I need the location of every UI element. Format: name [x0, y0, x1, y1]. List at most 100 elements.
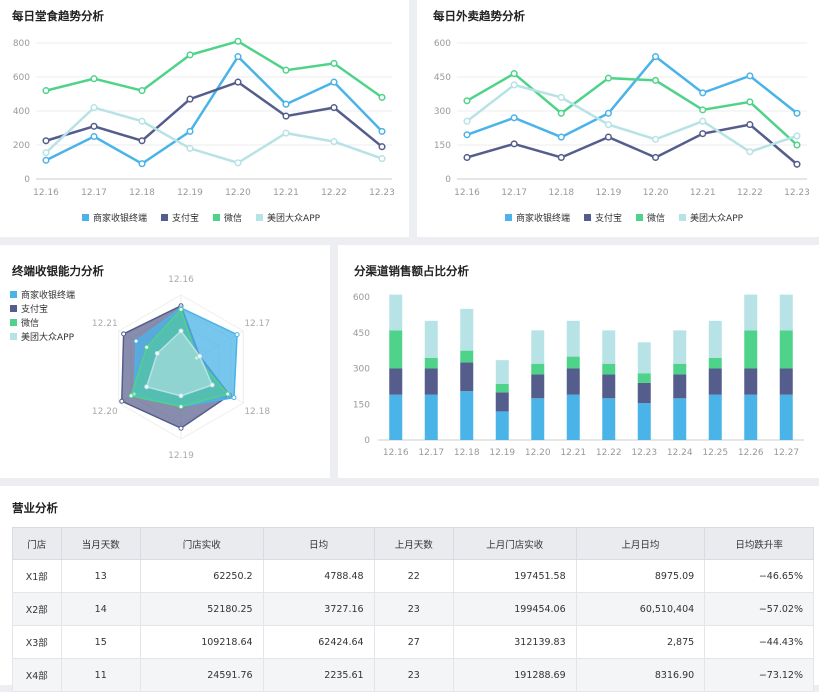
data-point [330, 104, 338, 112]
cell: 8316.90 [575, 658, 706, 692]
radar-indicator-label: 12.17 [244, 319, 270, 329]
legend-item-meituan[interactable]: 美团大众APP [256, 211, 320, 224]
table-row[interactable]: X1部 13 62250.2 4788.48 22 197451.58 8975… [12, 559, 814, 593]
legend-swatch [10, 290, 17, 298]
bar-segment [673, 330, 687, 364]
legend-label: 微信 [647, 214, 666, 224]
bar-segment [779, 368, 793, 395]
cell: 3727.16 [262, 592, 375, 626]
radar-point [197, 353, 203, 359]
data-point [699, 89, 707, 97]
bar-segment [637, 342, 651, 374]
legend-item-wechat[interactable]: 微信 [213, 211, 242, 224]
bar-segment [779, 394, 793, 440]
bar-segment [779, 294, 793, 331]
bar-segment [495, 411, 509, 440]
cell-store: X3部 [12, 625, 62, 659]
bar-segment [602, 363, 616, 375]
legend-label: 商家收银终端 [21, 290, 76, 301]
legend-item-meituan[interactable]: 美团大众APP [679, 211, 743, 224]
y-tick-label: 450 [434, 73, 451, 83]
x-tick-label: 12.24 [667, 448, 693, 458]
col-header[interactable]: 上月门店实收 [452, 527, 577, 560]
x-tick-label: 12.20 [525, 448, 551, 458]
data-point [793, 109, 801, 117]
col-header[interactable]: 门店 [12, 527, 62, 560]
col-header[interactable]: 门店实收 [139, 527, 264, 560]
data-point [510, 140, 518, 148]
cell: 2235.61 [262, 658, 375, 692]
table-row[interactable]: X2部 14 52180.25 3727.16 23 199454.06 60,… [12, 592, 814, 626]
x-tick-label: 12.19 [489, 448, 515, 458]
col-header[interactable]: 日均跌升率 [704, 527, 814, 560]
table-row[interactable]: X4部 11 24591.76 2235.61 23 191288.69 831… [12, 658, 814, 692]
x-tick-label: 12.18 [548, 188, 574, 198]
legend-swatch [10, 332, 17, 340]
x-tick-label: 12.21 [273, 188, 299, 198]
data-point [42, 149, 50, 157]
x-tick-label: 12.20 [225, 188, 251, 198]
y-tick-label: 600 [353, 293, 370, 303]
bar-segment [673, 374, 687, 399]
bar-segment [566, 320, 580, 357]
bar-segment [566, 368, 580, 395]
x-tick-label: 12.23 [784, 188, 810, 198]
delivery-trend-panel: 每日外卖趋势分析 0 150 300 450 600 12.16 12.17 12.18 12.… [417, 0, 819, 237]
bar-segment [637, 373, 651, 383]
legend-label: 商家收银终端 [516, 214, 571, 224]
table-row[interactable]: X3部 15 109218.64 62424.64 27 312139.83 2… [12, 625, 814, 659]
data-point [463, 117, 471, 125]
col-header[interactable]: 上月天数 [373, 527, 454, 560]
bar-segment [531, 374, 545, 399]
data-point [378, 127, 386, 135]
data-point [463, 153, 471, 162]
legend-item-merchant[interactable]: 商家收银终端 [10, 287, 75, 301]
bar-segment [637, 403, 651, 440]
legend-item-wechat[interactable]: 微信 [10, 315, 75, 329]
legend-item-merchant[interactable]: 商家收银终端 [82, 211, 147, 224]
legend-item-alipay[interactable]: 支付宝 [584, 211, 622, 224]
radar-legend: 商家收银终端 支付宝 微信 美团大众APP [10, 287, 75, 343]
legend-item-alipay[interactable]: 支付宝 [10, 301, 75, 315]
bar-segment [389, 368, 403, 395]
legend-swatch [679, 214, 687, 221]
legend-swatch [10, 318, 17, 326]
legend-item-merchant[interactable]: 商家收银终端 [505, 211, 570, 224]
legend-label: 支付宝 [21, 304, 49, 315]
cell: −46.65% [704, 559, 814, 593]
x-tick-label: 12.17 [418, 448, 444, 458]
legend-item-alipay[interactable]: 支付宝 [161, 211, 199, 224]
radar-point [209, 382, 215, 388]
table-title: 营业分析 [12, 501, 58, 515]
cell: 60,510,404 [575, 592, 706, 626]
x-tick-label: 12.22 [737, 188, 763, 198]
stacked-bar-chart: 0 150 300 450 600 12.16 12.17 12.18 12.19 12.20 12… [353, 293, 804, 458]
data-point [699, 106, 707, 114]
radar-point [133, 338, 139, 344]
bar-segment [566, 394, 580, 440]
bar-segment [389, 330, 403, 369]
data-point [42, 87, 50, 95]
x-tick-label: 12.19 [596, 188, 622, 198]
cell: 2,875 [575, 625, 706, 659]
delivery-line-chart: 0 150 300 450 600 12.16 12.17 12.18 12.19 12.20 12… [434, 39, 810, 198]
data-point [604, 74, 612, 82]
col-header[interactable]: 上月日均 [575, 527, 706, 560]
dine-in-line-chart: 0 200 400 600 800 12.16 12.17 12.18 12.19 12.20 12… [13, 37, 395, 198]
cell: 13 [60, 559, 141, 593]
legend-swatch [213, 214, 221, 221]
x-tick-label: 12.26 [738, 448, 764, 458]
col-header[interactable]: 日均 [262, 527, 375, 560]
col-header[interactable]: 当月天数 [60, 527, 141, 560]
cell: 4788.48 [262, 559, 375, 593]
bar-segment [708, 357, 722, 369]
bar-segment [708, 394, 722, 440]
bar-segment [495, 392, 509, 412]
legend-item-meituan[interactable]: 美团大众APP [10, 329, 75, 343]
legend-item-wechat[interactable]: 微信 [636, 211, 665, 224]
data-point [652, 53, 660, 61]
cell: 191288.69 [452, 658, 577, 692]
business-analysis-table: 门店 当月天数 门店实收 日均 上月天数 上月门店实收 上月日均 日均跌升率 X… [12, 527, 814, 692]
y-tick-label: 400 [13, 107, 30, 117]
legend-label: 微信 [21, 318, 40, 329]
